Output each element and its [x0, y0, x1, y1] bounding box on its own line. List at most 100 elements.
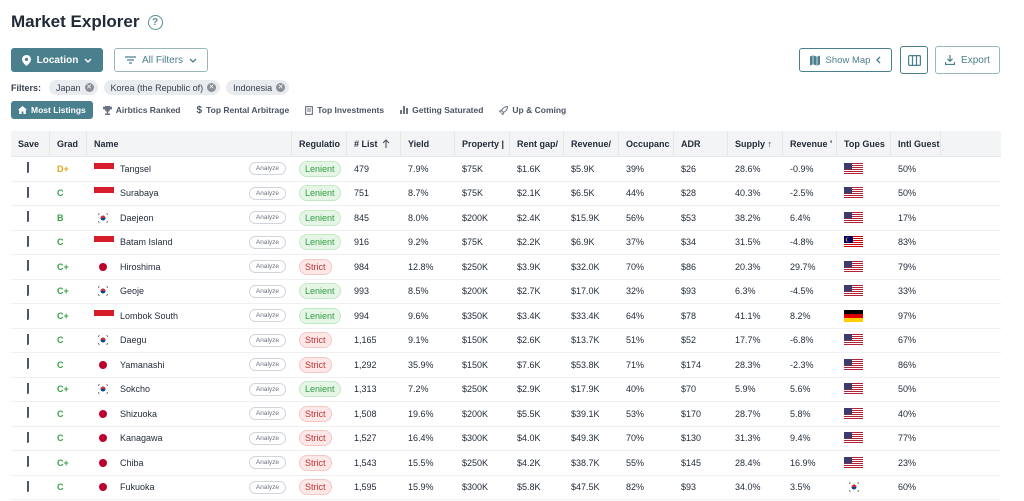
- analyze-button[interactable]: Analyze: [248, 358, 286, 372]
- tab-up-and-coming[interactable]: Up & Coming: [493, 101, 572, 119]
- columns-toggle-button[interactable]: [900, 46, 928, 74]
- tab-most-listings[interactable]: Most Listings: [11, 101, 93, 119]
- adr-cell: $53: [681, 212, 697, 223]
- analyze-button[interactable]: Analyze: [248, 211, 286, 225]
- analyze-button[interactable]: Analyze: [248, 431, 286, 445]
- bookmark-icon[interactable]: [26, 211, 35, 223]
- intl-guest-cell: 83%: [898, 237, 917, 248]
- table-row[interactable]: D+ Tangsel Analyze Lenient 479 7.9% $75K…: [11, 157, 1001, 182]
- col-header-name[interactable]: Name: [87, 131, 292, 156]
- bookmark-icon[interactable]: [26, 456, 35, 468]
- table-row[interactable]: C+ Sokcho Analyze Lenient 1,313 7.2% $25…: [11, 378, 1001, 402]
- analyze-button[interactable]: Analyze: [248, 407, 286, 421]
- table-row[interactable]: C Surabaya Analyze Lenient 751 8.7% $75K…: [11, 182, 1001, 206]
- all-filters-button[interactable]: All Filters: [114, 48, 208, 72]
- name-cell: Batam Island Analyze: [87, 231, 292, 255]
- bookmark-icon[interactable]: [26, 284, 35, 297]
- table-row[interactable]: C Fukuoka Analyze Strict 1,595 15.9% $30…: [11, 476, 1001, 500]
- analyze-button[interactable]: Analyze: [248, 333, 286, 347]
- col-header-adr[interactable]: ADR: [674, 131, 728, 156]
- filter-chip-japan[interactable]: Japan ✕: [49, 80, 98, 95]
- market-name[interactable]: Hiroshima: [120, 261, 161, 272]
- bookmark-icon[interactable]: [26, 309, 35, 321]
- analyze-button[interactable]: Analyze: [248, 480, 286, 494]
- col-header-grade[interactable]: Grad: [50, 131, 87, 156]
- revenue-cell: $6.5K: [571, 188, 595, 199]
- col-header-rent-gap[interactable]: Rent gap/: [510, 131, 564, 156]
- analyze-button[interactable]: Analyze: [248, 235, 286, 249]
- market-name[interactable]: Fukuoka: [120, 482, 155, 493]
- table-row[interactable]: C Yamanashi Analyze Strict 1,292 35.9% $…: [11, 353, 1001, 378]
- analyze-button[interactable]: Analyze: [248, 382, 286, 396]
- revenue-cell: $17.0K: [571, 286, 600, 297]
- table-row[interactable]: C Batam Island Analyze Lenient 916 9.2% …: [11, 231, 1001, 255]
- top-guest-cell: [837, 378, 891, 402]
- market-name[interactable]: Sokcho: [120, 384, 151, 395]
- market-name[interactable]: Geoje: [120, 286, 145, 297]
- table-row[interactable]: C Shizuoka Analyze Strict 1,508 19.6% $2…: [11, 402, 1001, 427]
- col-header-occupancy[interactable]: Occupanc: [619, 131, 674, 156]
- col-header-save[interactable]: Save: [11, 131, 50, 156]
- table-row[interactable]: C Kanagawa Analyze Strict 1,527 16.4% $3…: [11, 427, 1001, 451]
- tab-airbtics-ranked[interactable]: Airbtics Ranked: [97, 101, 187, 119]
- japan-flag-icon: [94, 408, 113, 420]
- japan-flag-icon: [94, 457, 113, 469]
- rent-gap-cell: $2.9K: [517, 384, 541, 395]
- regulation-cell: Lenient: [292, 304, 347, 328]
- filter-chip-korea[interactable]: Korea (the Republic of) ✕: [103, 80, 221, 95]
- analyze-button[interactable]: Analyze: [248, 186, 286, 200]
- table-row[interactable]: C Daegu Analyze Strict 1,165 9.1% $150K …: [11, 329, 1001, 353]
- tab-top-rental-arbitrage[interactable]: $ Top Rental Arbitrage: [191, 101, 296, 119]
- table-row[interactable]: C+ Chiba Analyze Strict 1,543 15.5% $250…: [11, 451, 1001, 476]
- market-name[interactable]: Yamanashi: [120, 359, 165, 370]
- close-icon[interactable]: ✕: [84, 83, 94, 92]
- market-name[interactable]: Chiba: [120, 457, 144, 468]
- market-name[interactable]: Lombok South: [120, 310, 179, 321]
- col-header-regulation[interactable]: Regulatio: [292, 131, 347, 156]
- col-header-yield[interactable]: Yield: [401, 131, 455, 156]
- bookmark-icon[interactable]: [26, 431, 35, 444]
- help-icon[interactable]: ?: [147, 14, 163, 30]
- tab-getting-saturated[interactable]: Getting Saturated: [394, 101, 489, 119]
- analyze-button[interactable]: Analyze: [248, 456, 286, 470]
- col-header-revenue-change[interactable]: Revenue ': [783, 131, 837, 156]
- export-button[interactable]: Export: [935, 46, 1000, 74]
- filter-chip-indonesia[interactable]: Indonesia ✕: [226, 80, 290, 95]
- col-header-revenue[interactable]: Revenue/: [564, 131, 619, 156]
- bookmark-icon[interactable]: [26, 407, 35, 419]
- col-header-property[interactable]: Property |: [455, 131, 510, 156]
- location-button[interactable]: Location: [11, 48, 103, 72]
- close-icon[interactable]: ✕: [207, 83, 217, 92]
- market-name[interactable]: Shizuoka: [120, 408, 158, 419]
- bookmark-icon[interactable]: [26, 382, 35, 395]
- bookmark-icon[interactable]: [26, 162, 35, 174]
- show-map-button[interactable]: Show Map: [799, 48, 892, 72]
- market-name[interactable]: Tangsel: [120, 163, 152, 174]
- bookmark-icon[interactable]: [26, 480, 35, 493]
- analyze-button[interactable]: Analyze: [248, 284, 286, 298]
- col-header-supply[interactable]: Supply ↑: [728, 131, 783, 156]
- analyze-button[interactable]: Analyze: [248, 309, 286, 323]
- market-name[interactable]: Surabaya: [120, 188, 159, 199]
- bookmark-icon[interactable]: [26, 260, 35, 272]
- analyze-button[interactable]: Analyze: [248, 162, 286, 176]
- market-name[interactable]: Daegu: [120, 335, 147, 346]
- bookmark-icon[interactable]: [26, 235, 35, 248]
- bookmark-icon[interactable]: [26, 186, 35, 199]
- grade-cell: C: [57, 237, 64, 248]
- bookmark-icon[interactable]: [26, 358, 35, 370]
- table-row[interactable]: C+ Geoje Analyze Lenient 993 8.5% $200K …: [11, 280, 1001, 304]
- market-name[interactable]: Daejeon: [120, 212, 154, 223]
- close-icon[interactable]: ✕: [276, 83, 286, 92]
- bookmark-icon[interactable]: [26, 333, 35, 346]
- col-header-intl-guest[interactable]: Intl Guest: [891, 131, 941, 156]
- table-row[interactable]: C+ Hiroshima Analyze Strict 984 12.8% $2…: [11, 255, 1001, 280]
- col-header-top-guest[interactable]: Top Gues: [837, 131, 891, 156]
- col-header-listings[interactable]: # List: [347, 131, 401, 156]
- market-name[interactable]: Batam Island: [120, 237, 173, 248]
- table-row[interactable]: C+ Lombok South Analyze Lenient 994 9.6%…: [11, 304, 1001, 329]
- tab-top-investments[interactable]: Top Investments: [299, 101, 390, 119]
- analyze-button[interactable]: Analyze: [248, 260, 286, 274]
- market-name[interactable]: Kanagawa: [120, 433, 163, 444]
- table-row[interactable]: B Daejeon Analyze Lenient 845 8.0% $200K…: [11, 206, 1001, 231]
